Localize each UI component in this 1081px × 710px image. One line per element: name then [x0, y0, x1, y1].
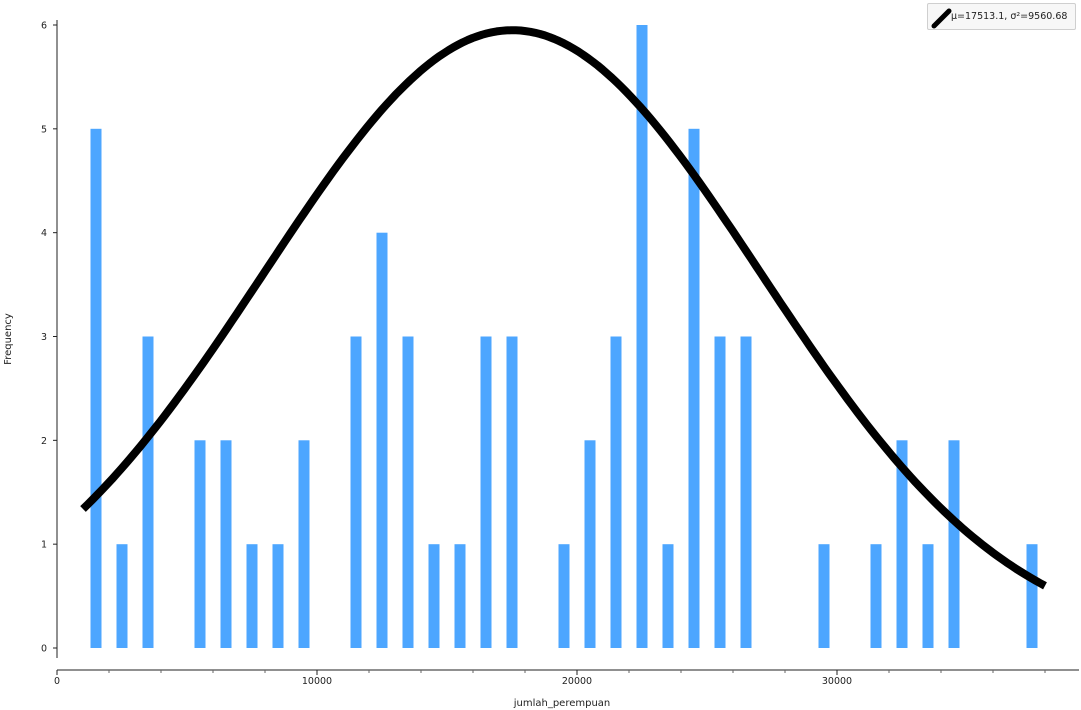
histogram-bar	[688, 128, 700, 649]
x-tick-label: 20000	[562, 676, 592, 687]
histogram-bars	[90, 25, 1038, 649]
y-tick-label: 6	[41, 21, 47, 32]
histogram-bar	[740, 336, 752, 648]
histogram-bar	[428, 544, 440, 648]
y-tick-label: 2	[41, 436, 47, 447]
histogram-bar	[922, 544, 934, 648]
histogram-bar	[350, 336, 362, 648]
histogram-bar	[818, 544, 830, 648]
x-axis-title: jumlah_perempuan	[513, 698, 611, 709]
histogram-bar	[376, 232, 388, 648]
histogram-bar	[194, 440, 206, 648]
axes: 0 1 2 3 4 5 6 0 10000 20000 30000	[41, 20, 1079, 687]
histogram-bar	[246, 544, 258, 648]
histogram-bar	[298, 440, 310, 648]
histogram-bar	[90, 128, 102, 649]
histogram-bar	[220, 440, 232, 648]
legend-line-icon	[931, 8, 952, 29]
histogram-bar	[610, 336, 622, 648]
histogram-bar	[558, 544, 570, 648]
histogram-bar	[662, 544, 674, 648]
histogram-bar	[870, 544, 882, 648]
x-tick-label: 30000	[822, 676, 852, 687]
x-ticks: 0 10000 20000 30000	[54, 670, 1046, 687]
y-tick-label: 0	[41, 644, 47, 655]
histogram-bar	[1026, 544, 1038, 648]
histogram-bar	[454, 544, 466, 648]
histogram-bar	[480, 336, 492, 648]
y-ticks: 0 1 2 3 4 5 6	[41, 21, 57, 655]
histogram-bar	[896, 440, 908, 648]
legend: μ=17513.1, σ²=9560.68	[927, 3, 1076, 30]
y-tick-label: 5	[41, 124, 47, 135]
histogram-bar	[402, 336, 414, 648]
x-tick-label: 0	[54, 676, 60, 687]
histogram-bar	[948, 440, 960, 648]
normal-fit-curve	[80, 26, 1047, 590]
histogram-bar	[142, 336, 154, 648]
histogram-bar	[584, 440, 596, 648]
histogram-bar	[506, 336, 518, 648]
histogram-bar	[636, 25, 648, 648]
histogram-bar	[714, 336, 726, 648]
x-tick-label: 10000	[302, 676, 332, 687]
y-axis-title: Frequency	[3, 313, 14, 365]
y-tick-label: 4	[41, 228, 47, 239]
histogram-bar	[116, 544, 128, 648]
y-tick-label: 3	[41, 332, 47, 343]
legend-label: μ=17513.1, σ²=9560.68	[951, 11, 1068, 22]
y-tick-label: 1	[41, 540, 47, 551]
histogram-bar	[272, 544, 284, 648]
